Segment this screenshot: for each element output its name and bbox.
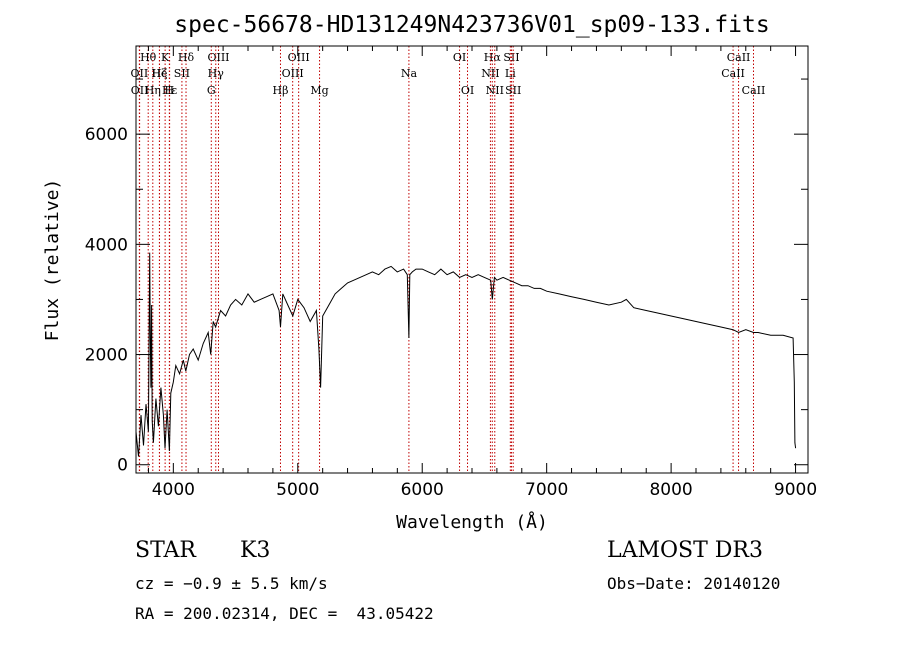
x-tick-label: 4000 <box>152 480 195 500</box>
x-axis-label: Wavelength (Å) <box>396 511 548 533</box>
spectral-line-label: OIII <box>288 51 310 64</box>
spectral-line-label: OIII <box>282 67 304 80</box>
x-tick-label: 5000 <box>276 480 319 500</box>
object-type: STAR <box>135 538 196 563</box>
spectral-line-label: NII <box>486 84 504 97</box>
y-axis-label: Flux (relative) <box>42 179 63 342</box>
x-tick-label: 8000 <box>649 480 692 500</box>
spectral-line-label: Li <box>505 67 516 80</box>
chart-title: spec-56678-HD131249N423736V01_sp09-133.f… <box>174 12 769 38</box>
x-tick-label: 9000 <box>774 480 817 500</box>
coordinates: RA = 200.02314, DEC = 43.05422 <box>135 604 434 623</box>
spectral-line-label: Hγ <box>208 67 225 80</box>
spectral-line-label: OII <box>131 84 149 97</box>
spectral-line-label: CaII <box>742 84 766 97</box>
spectral-line-label: SII <box>505 84 521 97</box>
spectral-line-label: Hη <box>145 84 161 97</box>
survey-name: LAMOST DR3 <box>607 538 763 563</box>
spectral-line-label: Hθ <box>140 51 157 64</box>
spectral-line-label: NII <box>481 67 499 80</box>
spectral-line-label: Hζ <box>152 67 168 80</box>
y-tick-label: 6000 <box>85 125 128 145</box>
spectral-line-label: CaII <box>721 67 745 80</box>
spectral-line-label: OIII <box>207 51 229 64</box>
redshift-velocity: cz = −0.9 ± 5.5 km/s <box>135 574 328 593</box>
x-tick-label: 6000 <box>401 480 444 500</box>
spectral-line-label: OII <box>131 67 149 80</box>
spectral-line-label: OI <box>453 51 466 64</box>
spectral-line-label: Hα <box>484 51 502 64</box>
spectral-line-label: He <box>151 67 167 80</box>
spectral-line-label: G <box>207 84 216 97</box>
plot-frame <box>135 45 809 474</box>
y-tick-label: 0 <box>117 456 128 476</box>
spectral-line-label: SII <box>503 51 519 64</box>
spectral-line-label: Hε <box>162 84 178 97</box>
observation-date: Obs−Date: 20140120 <box>607 574 781 593</box>
y-tick-label: 2000 <box>85 346 128 366</box>
spectral-line-label: Na <box>401 67 418 80</box>
spectral-line-label: Hβ <box>273 84 289 97</box>
x-tick-label: 7000 <box>525 480 568 500</box>
spectrum-line <box>135 252 797 457</box>
spectral-line-label: H <box>165 84 175 97</box>
spectral-line-label: CaII <box>727 51 751 64</box>
spectral-line-label: SII <box>174 67 190 80</box>
spectral-subclass: K3 <box>240 538 271 563</box>
spectral-line-label: Hδ <box>178 51 195 64</box>
y-tick-label: 4000 <box>85 235 128 255</box>
spectral-line-label: Mg <box>310 84 328 97</box>
spectral-line-label: OI <box>461 84 474 97</box>
spectral-line-label: K <box>161 51 170 64</box>
